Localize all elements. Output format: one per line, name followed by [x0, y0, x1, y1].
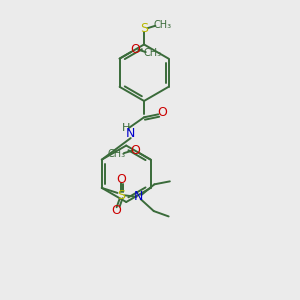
Text: CH₃: CH₃ — [153, 20, 172, 30]
Text: O: O — [130, 144, 140, 157]
Text: O: O — [116, 173, 126, 186]
Text: N: N — [126, 127, 135, 140]
Text: O: O — [112, 204, 122, 217]
Text: CH₃: CH₃ — [107, 149, 126, 159]
Text: H: H — [122, 123, 130, 133]
Text: S: S — [140, 22, 148, 34]
Text: O: O — [130, 43, 140, 56]
Text: O: O — [157, 106, 167, 119]
Text: S: S — [117, 189, 125, 202]
Text: N: N — [134, 190, 144, 203]
Text: CH₃: CH₃ — [144, 48, 162, 58]
